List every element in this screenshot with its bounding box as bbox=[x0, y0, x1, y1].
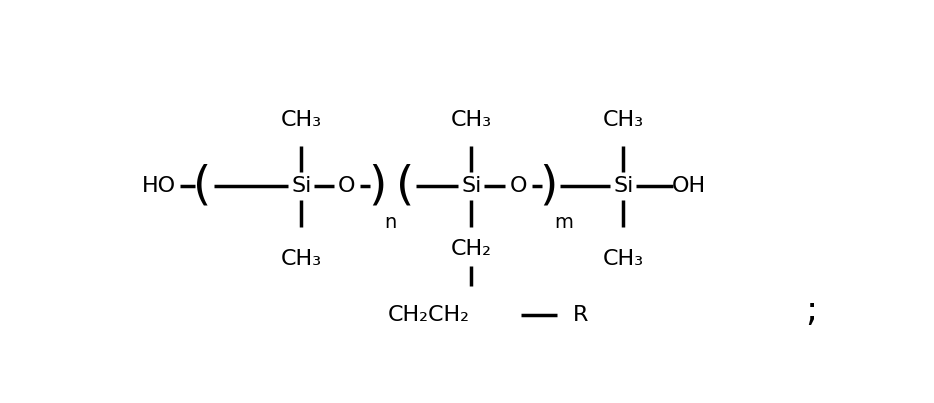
Text: HO: HO bbox=[142, 177, 176, 196]
Text: CH₃: CH₃ bbox=[451, 110, 492, 130]
Text: n: n bbox=[384, 213, 397, 232]
Text: CH₃: CH₃ bbox=[281, 110, 322, 130]
Text: ): ) bbox=[540, 164, 559, 209]
Text: CH₃: CH₃ bbox=[602, 110, 644, 130]
Text: R: R bbox=[573, 305, 588, 325]
Text: O: O bbox=[338, 177, 356, 196]
Text: O: O bbox=[510, 177, 527, 196]
Text: OH: OH bbox=[672, 177, 706, 196]
Text: m: m bbox=[554, 213, 573, 232]
Text: Si: Si bbox=[291, 177, 312, 196]
Text: (: ( bbox=[193, 164, 211, 209]
Text: Si: Si bbox=[614, 177, 633, 196]
Text: CH₃: CH₃ bbox=[281, 249, 322, 269]
Text: (: ( bbox=[396, 164, 414, 209]
Text: ): ) bbox=[368, 164, 387, 209]
Text: Si: Si bbox=[461, 177, 482, 196]
Text: CH₂: CH₂ bbox=[451, 239, 492, 258]
Text: CH₂CH₂: CH₂CH₂ bbox=[388, 305, 470, 325]
Text: CH₃: CH₃ bbox=[602, 249, 644, 269]
Text: ;: ; bbox=[805, 293, 818, 328]
